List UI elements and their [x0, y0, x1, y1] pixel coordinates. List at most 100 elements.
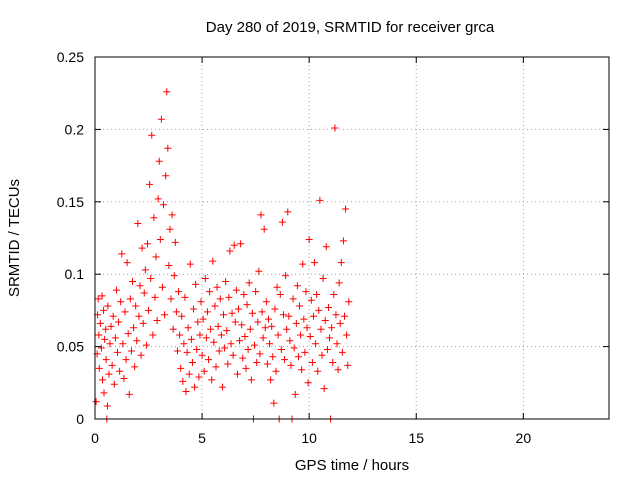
data-point	[264, 315, 272, 323]
data-point	[127, 347, 135, 355]
data-point	[115, 318, 123, 326]
data-point	[172, 308, 180, 316]
data-point	[205, 356, 213, 364]
data-point	[95, 364, 103, 372]
data-point	[272, 367, 280, 375]
data-point	[198, 351, 206, 359]
data-point	[255, 267, 263, 275]
data-point	[225, 293, 233, 301]
data-point	[130, 324, 138, 332]
data-point	[267, 376, 275, 384]
data-point	[104, 302, 112, 310]
x-tick-label: 0	[91, 430, 99, 446]
data-point	[145, 306, 153, 314]
data-point	[119, 340, 127, 348]
data-point	[293, 282, 301, 290]
data-point	[278, 218, 286, 226]
data-point	[248, 309, 256, 317]
data-point	[157, 115, 165, 123]
data-point	[97, 344, 105, 352]
data-point	[328, 324, 336, 332]
data-point	[309, 312, 317, 320]
data-point	[317, 325, 325, 333]
data-point	[117, 298, 125, 306]
data-point	[209, 257, 217, 265]
data-point	[207, 325, 215, 333]
data-point	[298, 366, 306, 374]
data-point	[102, 325, 110, 333]
data-point	[121, 308, 129, 316]
data-point	[222, 277, 230, 285]
data-point	[184, 324, 192, 332]
tick-labels: 0 5 10 15 20 0 0.05 0.1 0.15 0.2 0.25	[57, 49, 532, 446]
data-point	[92, 398, 100, 406]
data-point	[301, 348, 309, 356]
data-point	[258, 308, 266, 316]
data-point	[169, 325, 177, 333]
data-point	[196, 331, 204, 339]
data-point	[153, 317, 161, 325]
data-point	[237, 240, 245, 248]
data-point	[331, 124, 339, 132]
data-point	[321, 317, 329, 325]
data-point	[106, 340, 114, 348]
data-point	[291, 390, 299, 398]
data-point	[336, 319, 344, 327]
data-point	[146, 180, 154, 188]
data-point	[286, 337, 294, 345]
data-point	[100, 389, 108, 397]
chart-title: Day 280 of 2019, SRMTID for receiver grc…	[206, 19, 495, 36]
data-point	[109, 312, 117, 320]
data-point	[251, 341, 259, 349]
data-point	[259, 334, 267, 342]
data-point	[324, 304, 332, 312]
data-point	[96, 319, 104, 327]
data-point	[171, 238, 179, 246]
data-point	[302, 288, 310, 296]
data-point	[141, 266, 149, 274]
data-point	[116, 367, 124, 375]
data-point	[136, 282, 144, 290]
data-point	[226, 247, 234, 255]
data-point	[123, 259, 131, 267]
data-point	[242, 364, 250, 372]
data-point	[158, 283, 166, 291]
data-point	[197, 298, 205, 306]
data-point	[337, 259, 345, 267]
data-point	[243, 301, 251, 309]
data-point	[182, 387, 190, 395]
data-point	[345, 298, 353, 306]
data-point	[256, 350, 264, 358]
data-point	[287, 361, 295, 369]
x-tick-label: 15	[408, 430, 424, 446]
data-point	[194, 318, 202, 326]
data-point	[165, 262, 173, 270]
y-tick-label: 0.25	[57, 49, 84, 65]
data-point	[314, 367, 322, 375]
data-point	[319, 275, 327, 283]
data-point	[245, 279, 253, 287]
data-point	[103, 402, 111, 410]
data-point	[253, 359, 261, 367]
data-point	[332, 311, 340, 319]
data-point	[142, 341, 150, 349]
data-point	[132, 302, 140, 310]
data-point	[316, 196, 324, 204]
data-point	[271, 305, 279, 313]
data-point	[228, 309, 236, 317]
data-point	[261, 324, 269, 332]
data-point	[246, 325, 254, 333]
data-point	[214, 322, 222, 330]
data-point	[281, 356, 289, 364]
data-point	[133, 337, 141, 345]
data-point	[230, 241, 238, 249]
axis-ticks	[94, 56, 609, 420]
data-point	[303, 324, 311, 332]
data-point	[199, 315, 207, 323]
data-point	[105, 370, 113, 378]
data-point	[124, 330, 132, 338]
y-axis-label: SRMTID / TECUs	[6, 179, 23, 297]
data-point	[297, 331, 305, 339]
data-point	[98, 292, 106, 300]
data-point	[138, 244, 146, 252]
